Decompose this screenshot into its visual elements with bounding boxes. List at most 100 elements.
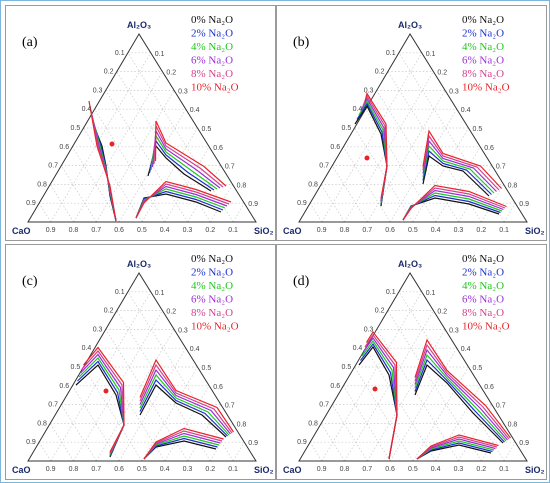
vertex-label-right: SiO₂ xyxy=(254,465,274,475)
tick-label-bottom: 0.5 xyxy=(137,466,147,473)
legend-entry: 4% Na₂O xyxy=(462,41,504,53)
tick-label-left: 0.4 xyxy=(353,106,363,113)
tick-label-bottom: 0.2 xyxy=(476,466,486,473)
tick-label-right: 0.6 xyxy=(484,384,494,391)
grid-line xyxy=(332,165,368,223)
legend-entry: 10% Na₂O xyxy=(462,321,510,333)
tick-label-right: 0.7 xyxy=(225,403,235,410)
tick-label-right: 0.8 xyxy=(508,182,518,189)
legend-entry: 6% Na₂O xyxy=(191,55,233,67)
vertex-label-right: SiO₂ xyxy=(254,226,274,236)
contour-5 xyxy=(154,120,227,187)
tick-label-bottom: 0.7 xyxy=(362,227,372,234)
tick-label-right: 0.3 xyxy=(449,88,459,95)
contour-5 xyxy=(402,184,507,221)
legend-entry: 6% Na₂O xyxy=(462,294,504,306)
tick-labels: 0.9 0.1 0.9 0.8 0.2 0.8 0.7 0.3 0.7 0.6 0.4 0.6 0.5 0… xyxy=(297,289,529,473)
contour-0 xyxy=(139,384,227,438)
grid-line xyxy=(309,442,323,462)
tick-label-left: 0.4 xyxy=(353,345,363,352)
tick-label-left: 0.4 xyxy=(82,106,92,113)
grid-line xyxy=(343,385,391,462)
tick-label-bottom: 0.3 xyxy=(183,227,193,234)
contour-1 xyxy=(414,358,505,443)
grid-line xyxy=(72,146,120,223)
tick-label-bottom: 0.6 xyxy=(114,227,124,234)
vertex-label-top: Al₂O₃ xyxy=(127,20,151,30)
tick-label-left: 0.9 xyxy=(297,439,307,446)
tick-label-left: 0.2 xyxy=(375,308,385,315)
vertex-label-left: CaO xyxy=(283,465,302,475)
contour-curves xyxy=(354,91,507,221)
vertex-label-top: Al₂O₃ xyxy=(398,20,422,30)
legend-entry: 0% Na₂O xyxy=(191,14,233,26)
tick-label-left: 0.2 xyxy=(104,69,114,76)
vertex-label-top: Al₂O₃ xyxy=(127,259,151,269)
contour-5 xyxy=(422,129,502,189)
contour-1 xyxy=(422,149,492,195)
vertex-label-right: SiO₂ xyxy=(525,465,545,475)
grid-line xyxy=(73,310,163,462)
grid-line xyxy=(332,404,368,462)
contour-5 xyxy=(88,100,117,222)
tick-label-bottom: 0.1 xyxy=(499,227,509,234)
contour-2 xyxy=(414,353,507,442)
tick-label-bottom: 0.8 xyxy=(69,466,79,473)
grid-line xyxy=(61,165,97,223)
legend-entry: 0% Na₂O xyxy=(462,14,504,26)
contour-3 xyxy=(135,185,228,219)
grid-line xyxy=(164,385,210,462)
vertex-label-left: CaO xyxy=(12,465,31,475)
tick-label-right: 0.2 xyxy=(437,309,447,316)
grid-line xyxy=(141,366,198,462)
legend-entry: 4% Na₂O xyxy=(191,41,233,53)
vertex-label-right: SiO₂ xyxy=(525,226,545,236)
tick-label-bottom: 0.2 xyxy=(476,227,486,234)
tick-label-right: 0.7 xyxy=(496,164,506,171)
tick-label-left: 0.8 xyxy=(37,420,47,427)
tick-label-left: 0.3 xyxy=(364,87,374,94)
grid-line xyxy=(320,423,345,462)
tick-label-left: 0.5 xyxy=(342,364,352,371)
tick-labels: 0.9 0.1 0.9 0.8 0.2 0.8 0.7 0.3 0.7 0.6 0.4 0.6 0.5 0… xyxy=(26,289,258,473)
tick-label-bottom: 0.4 xyxy=(160,466,170,473)
grid-line xyxy=(141,127,198,223)
grid-line xyxy=(38,203,52,223)
tick-label-right: 0.5 xyxy=(202,126,212,133)
contour-5 xyxy=(135,180,232,219)
tick-label-left: 0.8 xyxy=(308,420,318,427)
tick-label-bottom: 0.1 xyxy=(228,227,238,234)
grid-line xyxy=(354,366,414,462)
tick-label-bottom: 0.9 xyxy=(317,227,327,234)
tick-label-left: 0.1 xyxy=(115,289,125,296)
contour-0 xyxy=(414,363,504,444)
tick-labels: 0.9 0.1 0.9 0.8 0.2 0.8 0.7 0.3 0.7 0.6 0.4 0.6 0.5 0… xyxy=(297,50,529,234)
tick-label-right: 0.3 xyxy=(178,88,188,95)
panel-label: (c) xyxy=(22,274,38,289)
contour-curves xyxy=(358,330,511,460)
contour-5 xyxy=(416,434,499,460)
tick-label-left: 0.9 xyxy=(297,200,307,207)
tick-label-left: 0.7 xyxy=(319,402,329,409)
composition-dot xyxy=(364,155,370,161)
composition-dot xyxy=(109,141,115,147)
grid-line xyxy=(354,127,414,223)
grid-line xyxy=(49,423,74,462)
grid-line xyxy=(73,71,163,223)
contour-2 xyxy=(422,144,495,194)
tick-label-left: 0.2 xyxy=(375,69,385,76)
tick-label-right: 0.8 xyxy=(237,182,247,189)
tick-label-bottom: 0.3 xyxy=(454,466,464,473)
tick-label-right: 0.9 xyxy=(248,201,258,208)
legend-entry: 10% Na₂O xyxy=(191,82,239,94)
tick-label-bottom: 0.1 xyxy=(228,466,238,473)
contour-5 xyxy=(365,330,398,460)
tick-label-left: 0.8 xyxy=(308,181,318,188)
tick-label-right: 0.7 xyxy=(496,403,506,410)
grid-line xyxy=(96,329,175,462)
legend-entry: 4% Na₂O xyxy=(462,280,504,292)
tick-label-right: 0.1 xyxy=(155,290,165,297)
ternary-frame xyxy=(298,33,528,223)
contour-5 xyxy=(364,91,388,199)
panel-c: 0.9 0.1 0.9 0.8 0.2 0.8 0.7 0.3 0.7 0.6 0.4 0.6 0.5 0… xyxy=(5,244,276,480)
